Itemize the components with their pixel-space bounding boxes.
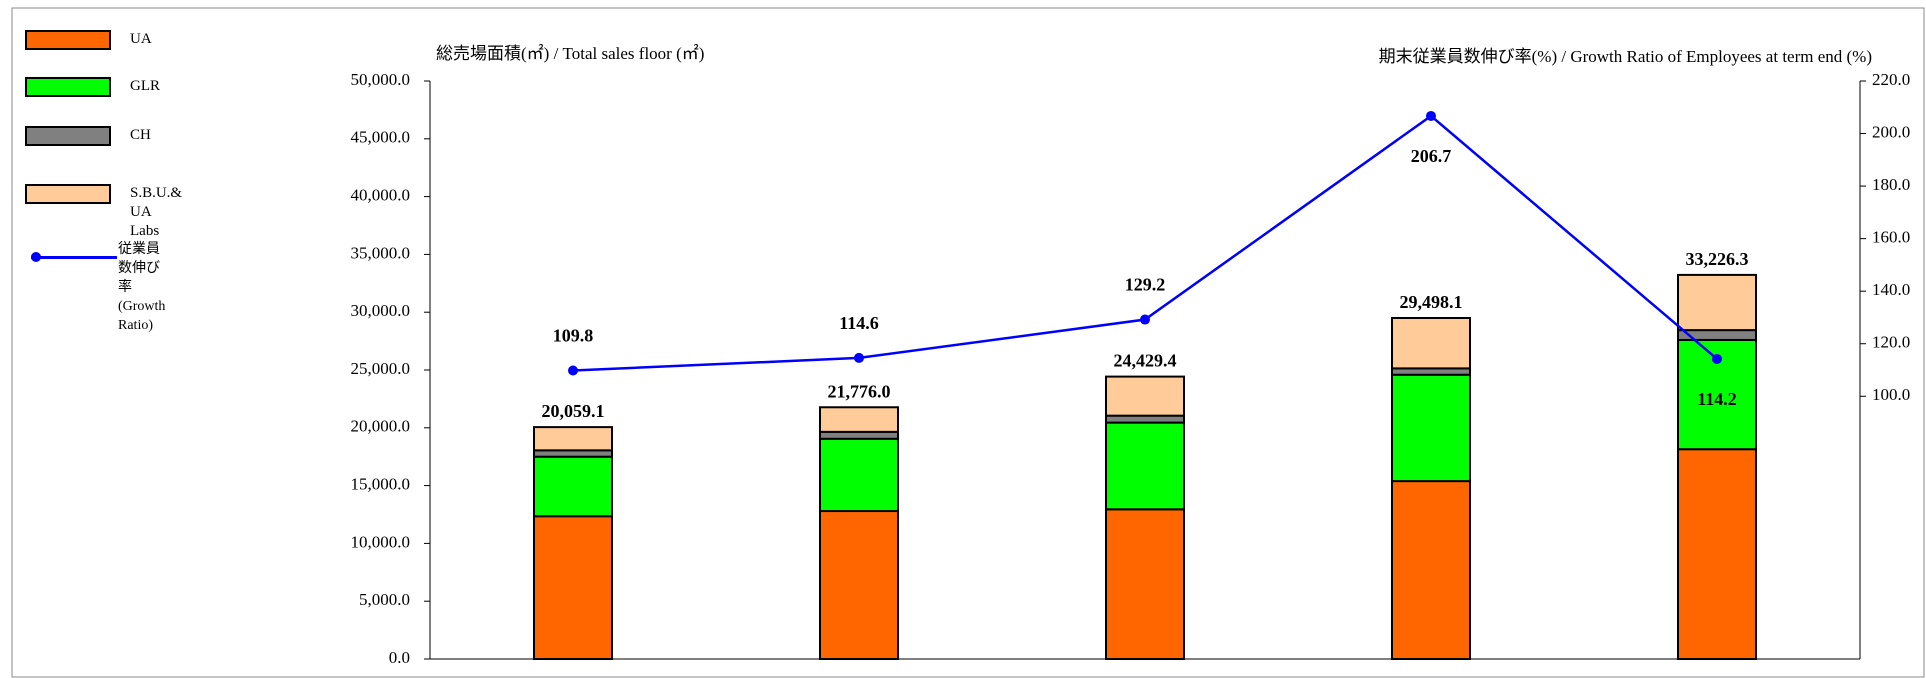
bar-segment xyxy=(1105,421,1185,511)
bar-segment xyxy=(533,515,613,661)
legend-swatch xyxy=(25,30,111,50)
y-axis-title: 総売場面積(㎡) / Total sales floor (㎡) xyxy=(436,44,704,63)
y-tick-label: 10,000.0 xyxy=(351,532,411,551)
growth-point xyxy=(1426,110,1436,121)
bar-segment xyxy=(819,510,899,661)
y2-tick-label: 160.0 xyxy=(1872,228,1910,247)
y-tick-label: 0.0 xyxy=(389,648,410,667)
y-tick-label: 20,000.0 xyxy=(351,417,411,436)
y-tick-label: 5,000.0 xyxy=(359,590,410,609)
total-label: 20,059.1 xyxy=(542,401,605,421)
growth-label: 114.6 xyxy=(839,313,879,333)
y2-tick-label: 200.0 xyxy=(1872,122,1910,141)
bar-segment xyxy=(1391,317,1471,370)
y-tick-label: 45,000.0 xyxy=(351,128,411,147)
bar-segment xyxy=(1105,414,1185,424)
bar-segment xyxy=(533,426,613,452)
y-tick-label: 40,000.0 xyxy=(351,186,411,205)
legend-dot xyxy=(31,252,41,262)
bar-segment xyxy=(819,430,899,440)
bar-segment xyxy=(819,437,899,513)
y-tick-label: 15,000.0 xyxy=(351,475,411,494)
bar-segment xyxy=(533,455,613,518)
y2-tick-label: 180.0 xyxy=(1872,175,1910,194)
growth-point xyxy=(1712,353,1722,364)
y2-tick-label: 120.0 xyxy=(1872,333,1910,352)
y2-tick-label: 100.0 xyxy=(1872,385,1910,404)
growth-label: 109.8 xyxy=(553,326,594,346)
y-tick-label: 50,000.0 xyxy=(351,70,411,89)
growth-label: 114.2 xyxy=(1697,389,1737,409)
growth-point xyxy=(854,352,864,363)
bar-segment xyxy=(1391,373,1471,483)
bar-segment xyxy=(1677,448,1757,660)
y-tick-label: 35,000.0 xyxy=(351,243,411,262)
frame xyxy=(11,7,1925,678)
y2-axis-title: 期末従業員数伸び率(%) / Growth Ratio of Employees… xyxy=(1379,47,1872,66)
legend-label: GLR xyxy=(130,78,160,94)
growth-label: 206.7 xyxy=(1411,146,1452,166)
legend-line xyxy=(31,256,117,259)
bar-segment xyxy=(1677,273,1757,332)
legend-swatch xyxy=(25,77,111,97)
bar-segment xyxy=(1391,480,1471,661)
bar-segment xyxy=(1105,508,1185,660)
total-label: 24,429.4 xyxy=(1114,351,1177,371)
total-label: 29,498.1 xyxy=(1400,292,1463,312)
total-label: 33,226.3 xyxy=(1686,249,1749,269)
legend-swatch xyxy=(25,126,111,146)
y2-tick-label: 220.0 xyxy=(1872,70,1910,89)
legend-label: 従業員数伸び率 (Growth Ratio) xyxy=(118,242,166,333)
growth-point xyxy=(568,365,578,376)
legend-label: CH xyxy=(130,127,151,143)
bar-segment xyxy=(819,406,899,433)
y2-tick-label: 140.0 xyxy=(1872,280,1910,299)
legend-swatch xyxy=(25,184,111,204)
total-label: 21,776.0 xyxy=(828,381,891,401)
bar-segment xyxy=(1105,375,1185,417)
y-tick-label: 25,000.0 xyxy=(351,359,411,378)
legend-label: UA xyxy=(130,31,152,47)
y-tick-label: 30,000.0 xyxy=(351,301,411,320)
legend-label: S.B.U.& UA Labs xyxy=(130,185,183,239)
growth-label: 129.2 xyxy=(1125,275,1166,295)
growth-point xyxy=(1140,314,1150,325)
growth-line xyxy=(572,114,1718,372)
